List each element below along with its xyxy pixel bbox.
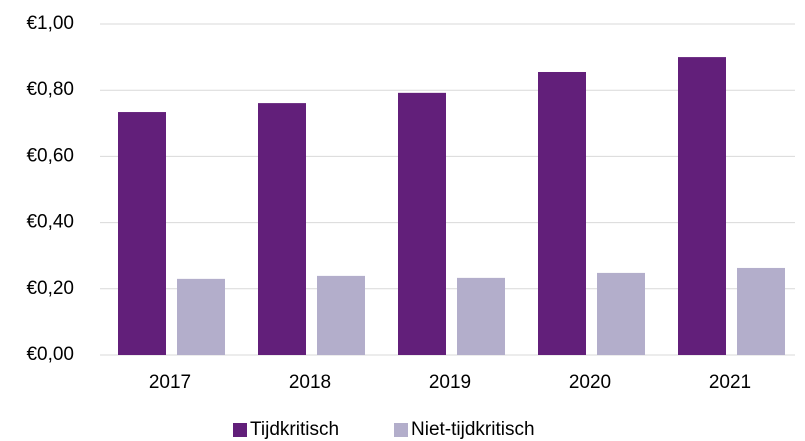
legend-swatch xyxy=(233,423,247,437)
bar xyxy=(737,267,785,355)
y-tick-label: €0,40 xyxy=(26,212,74,233)
x-tick-label: 2020 xyxy=(569,372,611,393)
bar xyxy=(538,71,586,356)
y-tick-label: €0,20 xyxy=(26,278,74,299)
x-tick-label: 2021 xyxy=(709,372,751,393)
y-tick-label: €1,00 xyxy=(26,13,74,34)
bar xyxy=(597,272,645,355)
legend-label: Tijdkritisch xyxy=(250,419,339,440)
y-tick-label: €0,80 xyxy=(26,79,74,100)
x-tick-label: 2019 xyxy=(429,372,471,393)
bar xyxy=(678,57,726,355)
y-tick-label: €0,00 xyxy=(26,344,74,365)
legend-swatch xyxy=(394,423,408,437)
bar xyxy=(398,92,446,356)
x-tick-label: 2017 xyxy=(149,372,191,393)
bar xyxy=(457,277,505,355)
bar xyxy=(118,112,166,356)
bar xyxy=(258,103,306,355)
bar xyxy=(177,278,225,355)
y-tick-label: €0,60 xyxy=(26,145,74,166)
legend-label: Niet-tijdkritisch xyxy=(411,419,535,440)
bar xyxy=(317,275,365,355)
x-tick-label: 2018 xyxy=(289,372,331,393)
